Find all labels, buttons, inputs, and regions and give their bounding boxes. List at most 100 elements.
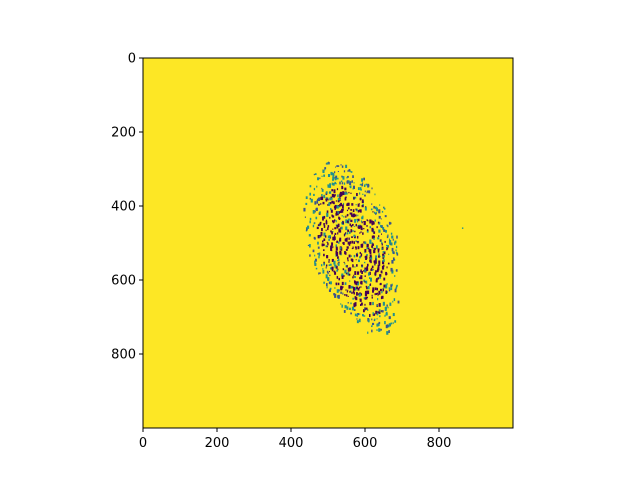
x-tick-label: 400 — [279, 436, 304, 451]
ridge-pixel — [391, 260, 394, 264]
ridge-pixel — [315, 258, 317, 262]
ridge-pixel — [356, 318, 358, 320]
ridge-pixel — [336, 205, 339, 209]
ridge-pixel — [318, 272, 320, 275]
ridge-pixel — [331, 200, 334, 204]
ridge-pixel — [355, 264, 358, 267]
ridge-pixel — [356, 219, 359, 223]
ridge-pixel — [360, 255, 362, 258]
ridge-pixel — [325, 219, 328, 223]
ridge-pixel — [357, 313, 359, 316]
ridge-pixel — [364, 207, 367, 211]
ridge-pixel — [380, 328, 382, 331]
ridge-pixel — [333, 219, 336, 222]
ridge-pixel — [323, 174, 326, 177]
ridge-pixel — [346, 232, 349, 235]
ridge-pixel — [356, 255, 358, 258]
ridge-pixel — [373, 237, 375, 240]
ridge-pixel — [369, 277, 371, 280]
ridge-pixel — [383, 284, 386, 288]
ridge-pixel — [383, 206, 385, 208]
ridge-pixel — [329, 191, 332, 194]
ridge-pixel — [382, 255, 385, 258]
ridge-pixel — [360, 280, 363, 284]
ridge-pixel — [352, 213, 355, 218]
ridge-pixel — [331, 266, 334, 270]
ridge-pixel — [370, 268, 372, 271]
ridge-pixel — [334, 232, 337, 236]
ridge-pixel — [386, 304, 388, 307]
ridge-pixel — [364, 307, 366, 310]
ridge-pixel — [319, 211, 321, 214]
ridge-pixel — [381, 265, 384, 270]
ridge-pixel — [351, 180, 353, 183]
ridge-pixel — [394, 288, 397, 293]
ridge-pixel — [369, 252, 372, 255]
ridge-pixel — [377, 264, 380, 269]
ridge-pixel — [372, 268, 374, 271]
y-tick-label: 200 — [111, 126, 136, 141]
ridge-pixel — [367, 290, 370, 295]
ridge-pixel — [325, 264, 328, 267]
ridge-pixel — [316, 198, 318, 201]
ridge-pixel — [353, 225, 355, 228]
ridge-pixel — [357, 210, 360, 213]
ridge-pixel — [337, 170, 339, 173]
ridge-pixel — [309, 192, 312, 196]
ridge-pixel — [325, 220, 328, 225]
ridge-pixel — [366, 230, 369, 233]
ridge-pixel — [356, 320, 359, 324]
ridge-pixel — [344, 197, 347, 201]
ridge-pixel — [325, 191, 328, 194]
ridge-pixel — [316, 226, 319, 230]
ridge-pixel — [343, 310, 346, 313]
ridge-pixel — [388, 221, 391, 225]
ridge-pixel — [332, 222, 334, 224]
ridge-pixel — [335, 212, 338, 216]
ridge-pixel — [337, 259, 339, 262]
ridge-pixel — [396, 235, 398, 239]
ridge-pixel — [354, 271, 357, 275]
ridge-pixel — [371, 187, 373, 190]
ridge-pixel — [324, 235, 327, 238]
ridge-pixel — [322, 217, 324, 221]
ridge-pixel — [336, 165, 338, 168]
ridge-pixel — [322, 240, 324, 243]
ridge-pixel — [342, 220, 344, 223]
ridge-pixel — [309, 254, 311, 257]
ridge-pixel — [351, 306, 355, 311]
ridge-pixel — [367, 331, 369, 334]
ridge-pixel — [315, 207, 318, 212]
y-tick-label: 600 — [111, 274, 136, 289]
ridge-pixel — [346, 214, 349, 217]
ridge-pixel — [317, 177, 320, 181]
ridge-pixel — [378, 328, 381, 332]
ridge-pixel — [346, 264, 348, 268]
ridge-pixel — [364, 249, 367, 253]
ridge-pixel — [392, 238, 394, 241]
ridge-pixel — [329, 235, 331, 238]
ridge-pixel — [335, 246, 338, 251]
ridge-pixel — [366, 263, 369, 267]
ridge-pixel — [378, 263, 381, 266]
ridge-pixel — [337, 240, 339, 242]
ridge-pixel — [357, 293, 360, 296]
ridge-pixel — [371, 235, 374, 239]
ridge-pixel — [370, 256, 373, 260]
ridge-pixel — [336, 188, 339, 191]
ridge-pixel — [347, 259, 349, 262]
ridge-pixel — [390, 222, 392, 225]
ridge-pixel — [385, 284, 388, 289]
ridge-pixel — [353, 309, 356, 311]
ridge-pixel — [319, 221, 322, 224]
ridge-pixel — [359, 298, 362, 302]
ridge-pixel — [360, 293, 363, 296]
ridge-pixel — [339, 181, 341, 185]
ridge-pixel — [375, 255, 377, 258]
ridge-pixel — [343, 215, 345, 218]
ridge-pixel — [380, 218, 382, 220]
ridge-pixel — [357, 224, 359, 227]
ridge-pixel — [369, 259, 372, 263]
ridge-pixel — [351, 214, 353, 217]
ridge-pixel — [350, 171, 353, 173]
